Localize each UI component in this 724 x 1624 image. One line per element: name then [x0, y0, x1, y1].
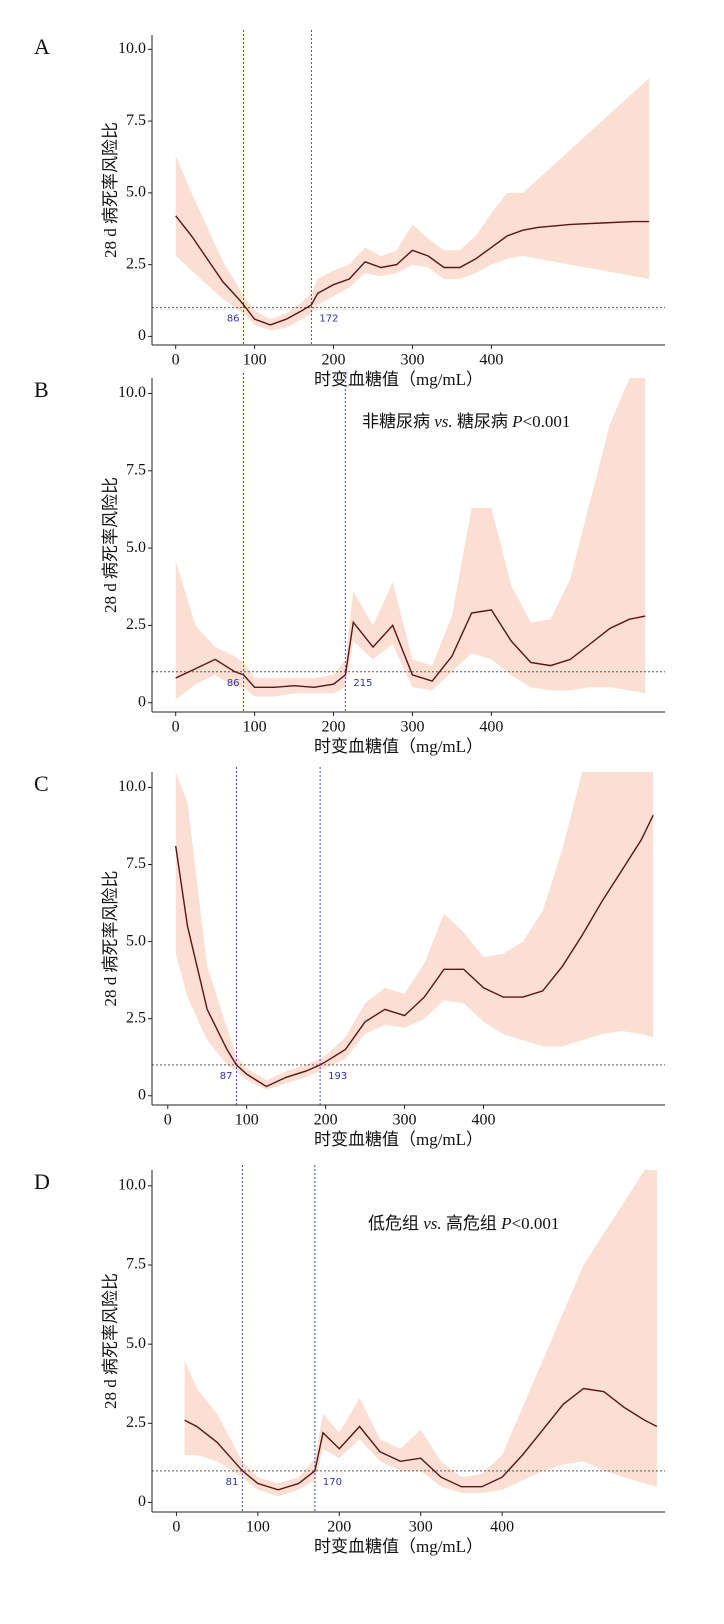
x-tick-label: 300 [409, 1519, 433, 1536]
y-tick-label: 2.5 [126, 1414, 146, 1431]
y-tick-label: 5.0 [126, 932, 146, 949]
y-tick-label: 7.5 [126, 112, 146, 129]
hazard-curve [175, 814, 654, 1088]
y-tick-label: 0 [138, 1086, 146, 1103]
annotation: 非糖尿病 vs. 糖尿病 P<0.001 [362, 412, 570, 431]
y-tick-label: 0 [138, 1493, 146, 1510]
y-tick-label: 7.5 [126, 855, 146, 872]
x-tick-label: 0 [164, 1112, 172, 1129]
y-axis-label: 28 d 病死率风险比 [101, 122, 120, 258]
y-tick-label: 5.0 [126, 539, 146, 556]
y-tick-label: 2.5 [126, 1009, 146, 1026]
cutoff-label: 170 [323, 1477, 342, 1488]
x-axis-label: 时变血糖值（mg/mL） [314, 1537, 483, 1556]
x-tick-label: 200 [322, 352, 346, 369]
annotation-part: P [500, 1214, 511, 1233]
x-tick-label: 100 [243, 352, 267, 369]
annotation-part: 糖尿病 [453, 412, 513, 431]
annotation-part: vs. [423, 1214, 441, 1233]
annotation-part: 非糖尿病 [362, 412, 434, 431]
x-tick-label: 0 [172, 1519, 180, 1536]
panel: C 87 193 0 2.5 5.0 7.5 10.0 0 100 200 300 400时变血糖值（m… [34, 767, 665, 1149]
cutoff-label: 81 [226, 1477, 239, 1488]
y-tick-label: 7.5 [126, 461, 146, 478]
cutoff-label: 86 [227, 678, 240, 689]
x-tick-label: 400 [471, 1112, 495, 1129]
annotation-part: <0.001 [523, 412, 571, 431]
y-tick-label: 10.0 [118, 40, 146, 57]
x-tick-label: 400 [479, 719, 503, 736]
panel: A 86 172 0 2.5 5.0 7.5 10.0 0 100 200 300 400时变血糖值（m… [34, 30, 665, 389]
annotation-part: 高危组 [442, 1214, 502, 1233]
y-tick-label: 7.5 [126, 1256, 146, 1273]
annotation-part: 低危组 [368, 1214, 423, 1233]
y-tick-label: 10.0 [118, 1177, 146, 1194]
confidence-band [175, 772, 654, 1090]
x-tick-label: 0 [172, 352, 180, 369]
x-tick-label: 200 [327, 1519, 351, 1536]
hazard-curve [175, 215, 650, 326]
cutoff-label: 86 [227, 314, 240, 325]
x-axis-label: 时变血糖值（mg/mL） [314, 370, 483, 389]
x-tick-label: 300 [400, 719, 424, 736]
cutoff-label: 172 [319, 314, 338, 325]
y-axis-label: 28 d 病死率风险比 [101, 477, 120, 613]
panel-label: C [34, 771, 49, 796]
y-tick-label: 10.0 [118, 384, 146, 401]
x-tick-label: 0 [172, 719, 180, 736]
y-tick-label: 0 [138, 693, 146, 710]
x-axis-label: 时变血糖值（mg/mL） [314, 1130, 483, 1149]
confidence-band [175, 378, 646, 700]
y-tick-label: 5.0 [126, 1335, 146, 1352]
x-tick-label: 400 [479, 352, 503, 369]
x-axis-label: 时变血糖值（mg/mL） [314, 737, 483, 756]
panel-label: A [34, 34, 50, 59]
y-axis-label: 28 d 病死率风险比 [101, 871, 120, 1007]
annotation: 低危组 vs. 高危组 P<0.001 [368, 1214, 559, 1233]
annotation-part: vs. [434, 412, 452, 431]
x-tick-label: 100 [246, 1519, 270, 1536]
panel-label: D [34, 1169, 50, 1194]
y-tick-label: 0 [138, 327, 146, 344]
annotation-part: <0.001 [512, 1214, 560, 1233]
cutoff-label: 215 [353, 678, 372, 689]
cutoff-label: 193 [328, 1071, 347, 1082]
x-tick-label: 300 [400, 352, 424, 369]
x-tick-label: 100 [235, 1112, 259, 1129]
confidence-band [175, 78, 650, 331]
x-tick-label: 200 [314, 1112, 338, 1129]
x-tick-label: 200 [322, 719, 346, 736]
annotation-part: P [511, 412, 522, 431]
y-axis-label: 28 d 病死率风险比 [101, 1273, 120, 1409]
y-tick-label: 2.5 [126, 616, 146, 633]
confidence-band [184, 1170, 657, 1497]
x-tick-label: 400 [490, 1519, 514, 1536]
panel: D 81 170 0 2.5 5.0 7.5 10.0 0 100 200 300 400 时变血糖值（m… [34, 1165, 665, 1556]
x-tick-label: 100 [243, 719, 267, 736]
hazard-curve [175, 609, 646, 689]
hazard-curve [184, 1387, 658, 1491]
y-tick-label: 2.5 [126, 255, 146, 272]
y-tick-label: 10.0 [118, 778, 146, 795]
panel-label: B [34, 377, 49, 402]
cutoff-label: 87 [220, 1071, 233, 1082]
y-tick-label: 5.0 [126, 184, 146, 201]
x-tick-label: 300 [393, 1112, 417, 1129]
